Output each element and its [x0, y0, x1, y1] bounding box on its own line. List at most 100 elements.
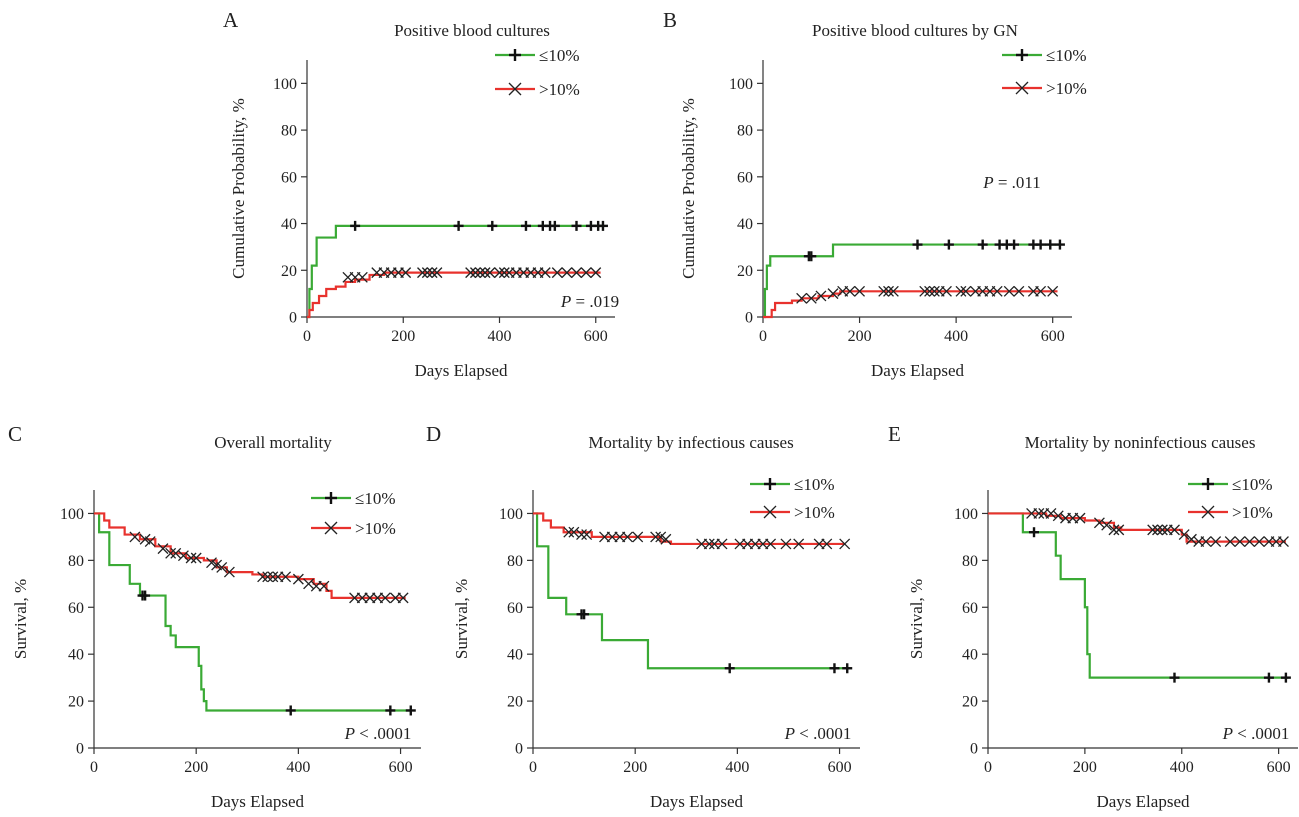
- legend-entry: >10%: [311, 519, 396, 538]
- censor-marker: [285, 705, 296, 716]
- y-axis-label: Cumulative Probability, %: [229, 98, 248, 279]
- censor-marker: [1045, 239, 1056, 250]
- censor-marker: [696, 538, 708, 550]
- censor-marker: [765, 538, 777, 550]
- censor-marker: [272, 571, 284, 583]
- y-tick-label: 20: [737, 263, 753, 280]
- y-tick-label: 0: [515, 741, 523, 758]
- y-tick-label: 60: [962, 600, 978, 617]
- censor-marker: [579, 609, 590, 620]
- censor-marker: [1054, 239, 1065, 250]
- series-high: [533, 512, 851, 550]
- y-tick-label: 100: [273, 76, 297, 93]
- y-tick-label: 40: [737, 216, 753, 233]
- censor-marker: [1152, 524, 1163, 536]
- y-tick-label: 40: [962, 647, 978, 664]
- censor-marker: [815, 290, 827, 302]
- legend-entry: ≤10%: [1188, 475, 1273, 494]
- censor-marker: [280, 571, 292, 583]
- censor-marker: [426, 267, 438, 279]
- legend-marker: [1015, 81, 1029, 95]
- censor-marker: [1101, 519, 1113, 531]
- panel-letter: E: [888, 422, 901, 446]
- censor-marker: [487, 220, 498, 231]
- censor-marker: [1253, 536, 1265, 548]
- censor-marker: [431, 267, 443, 279]
- p-value: P < .0001: [344, 724, 412, 743]
- chart-panel-a: A Positive blood cultures 0 20 40 60 80 100 0 200…: [223, 8, 619, 380]
- censor-marker: [941, 285, 952, 297]
- censor-marker: [813, 538, 825, 550]
- series-high: [763, 285, 1059, 319]
- chart-panel-b: B Positive blood cultures by GN 0 20 40 60 80 1…: [663, 8, 1087, 380]
- chart-title: Overall mortality: [214, 433, 332, 452]
- x-tick-label: 0: [984, 759, 992, 776]
- survival-step-line: [307, 271, 601, 319]
- censor-marker: [887, 285, 899, 297]
- censor-marker: [1093, 517, 1105, 529]
- censor-marker: [379, 592, 391, 604]
- x-tick-label: 200: [391, 328, 415, 345]
- censor-marker: [303, 578, 315, 590]
- censor-marker: [1013, 285, 1025, 297]
- x-axis-label: Days Elapsed: [650, 792, 744, 811]
- censor-marker: [190, 552, 202, 564]
- p-value: P < .0001: [784, 724, 852, 743]
- y-tick-label: 60: [507, 600, 523, 617]
- y-tick-label: 100: [954, 506, 978, 523]
- legend-entry: ≤10%: [1002, 46, 1087, 65]
- censor-marker: [780, 538, 792, 550]
- p-value: P = .019: [560, 292, 619, 311]
- legend-marker: [763, 505, 777, 519]
- censor-marker: [1108, 524, 1120, 536]
- censor-marker: [1169, 672, 1180, 683]
- legend-label: >10%: [355, 519, 396, 538]
- censor-marker: [1178, 529, 1190, 541]
- series-high: [94, 512, 409, 604]
- x-tick-label: 600: [1267, 759, 1291, 776]
- censor-marker: [1033, 507, 1045, 519]
- x-tick-label: 200: [1073, 759, 1097, 776]
- censor-marker: [563, 526, 575, 538]
- x-tick-label: 0: [303, 328, 311, 345]
- censor-marker: [928, 285, 940, 297]
- p-value: P = .011: [982, 173, 1041, 192]
- legend-marker: [1201, 505, 1215, 519]
- censor-marker: [1224, 536, 1236, 548]
- x-tick-label: 0: [90, 759, 98, 776]
- survival-step-line: [533, 512, 845, 546]
- y-tick-label: 100: [729, 76, 753, 93]
- survival-step-line: [307, 224, 603, 319]
- y-tick-label: 20: [68, 694, 84, 711]
- censor-marker: [469, 267, 481, 279]
- censor-marker: [1280, 672, 1291, 683]
- censor-marker: [129, 531, 141, 543]
- censor-marker: [170, 547, 182, 559]
- censor-marker: [844, 285, 856, 297]
- chart-panel-c: C Overall mortality 0 20 40 60 80 100 0 200 400 600…: [8, 422, 421, 811]
- y-tick-label: 0: [970, 741, 978, 758]
- series-low: [988, 512, 1291, 683]
- censor-marker: [1234, 536, 1246, 548]
- censor-marker: [1009, 239, 1020, 250]
- y-tick-label: 20: [281, 263, 297, 280]
- y-tick-label: 80: [737, 123, 753, 140]
- legend-marker: [508, 82, 522, 96]
- censor-marker: [734, 538, 746, 550]
- series-low: [94, 512, 416, 716]
- survival-step-line: [533, 512, 850, 670]
- survival-step-line: [988, 512, 1289, 679]
- series-high: [307, 267, 602, 319]
- censor-marker: [955, 285, 967, 297]
- censor-marker: [749, 538, 761, 550]
- y-tick-label: 100: [499, 506, 523, 523]
- censor-marker: [943, 239, 954, 250]
- censor-marker: [597, 220, 608, 231]
- y-tick-label: 0: [745, 310, 753, 327]
- censor-marker: [1200, 536, 1212, 548]
- chart-title: Positive blood cultures by GN: [812, 21, 1018, 40]
- censor-marker: [924, 285, 936, 297]
- censor-marker: [1156, 524, 1168, 536]
- censor-marker: [571, 267, 582, 279]
